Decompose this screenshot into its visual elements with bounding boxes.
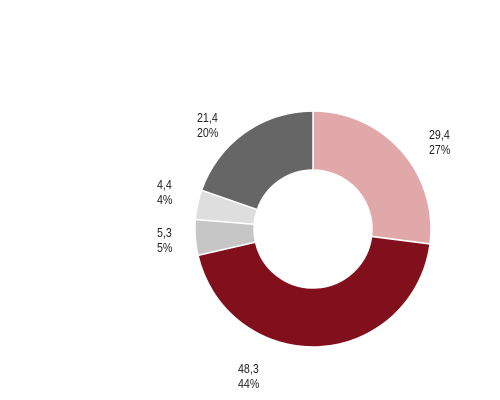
slice-percent-1: 44%	[238, 376, 260, 391]
slice-label-0: 29,4 27%	[429, 127, 450, 157]
slice-value-3: 4,4	[157, 177, 172, 192]
slice-label-1: 48,3 44%	[238, 361, 259, 391]
slice-value-1: 48,3	[238, 361, 259, 376]
slice-label-2: 5,3 5%	[157, 225, 172, 255]
donut-slice-0	[312, 110, 432, 245]
slice-percent-2: 5%	[157, 240, 173, 255]
slice-value-0: 29,4	[429, 127, 450, 142]
donut-slice-1	[197, 235, 431, 348]
donut-slice-4	[200, 110, 314, 211]
slice-value-2: 5,3	[157, 225, 172, 240]
slice-percent-0: 27%	[429, 142, 451, 157]
slice-percent-3: 4%	[157, 192, 173, 207]
slice-value-4: 21,4	[197, 110, 218, 125]
slice-label-3: 4,4 4%	[157, 177, 172, 207]
slice-label-4: 21,4 20%	[197, 110, 218, 140]
slice-percent-4: 20%	[197, 125, 219, 140]
